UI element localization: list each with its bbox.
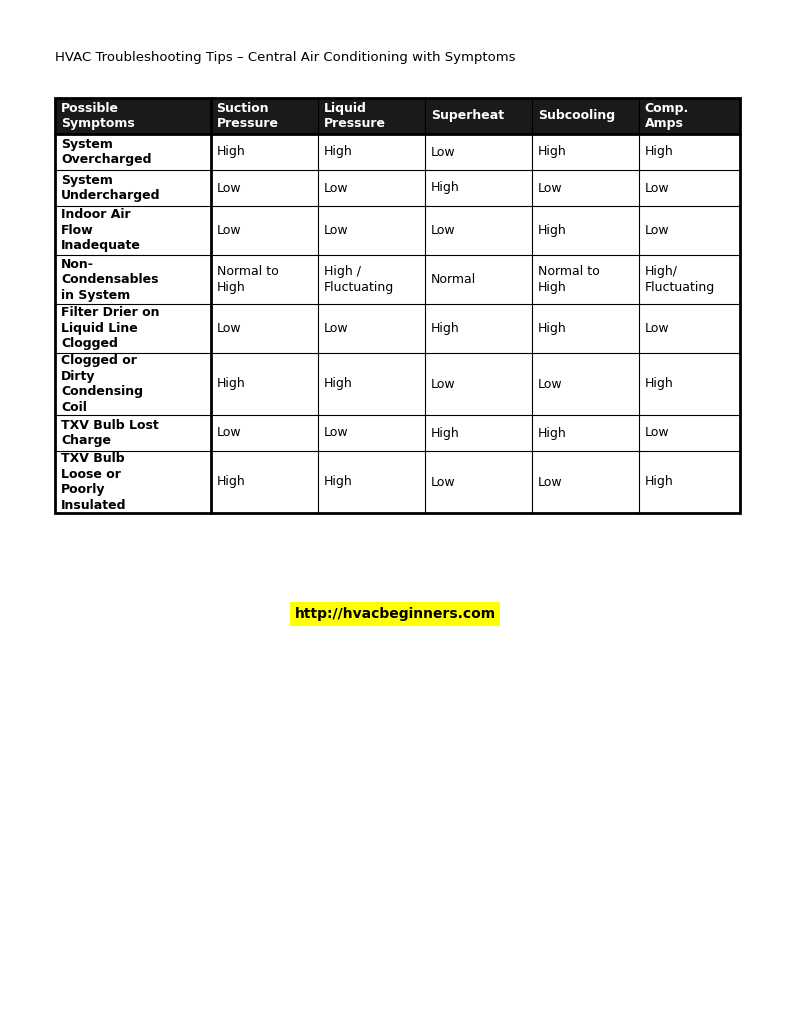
Text: High /
Fluctuating: High / Fluctuating: [324, 265, 394, 294]
Text: System
Overcharged: System Overcharged: [61, 138, 152, 166]
Text: TXV Bulb
Loose or
Poorly
Insulated: TXV Bulb Loose or Poorly Insulated: [61, 453, 127, 512]
Text: High: High: [538, 145, 566, 159]
Text: System
Undercharged: System Undercharged: [61, 174, 161, 203]
Text: Possible
Symptoms: Possible Symptoms: [61, 101, 134, 130]
Text: High: High: [645, 378, 673, 390]
Text: High: High: [430, 181, 460, 195]
Bar: [55, 304, 740, 353]
Text: High: High: [217, 378, 245, 390]
Text: High: High: [645, 475, 673, 488]
Text: Low: Low: [217, 322, 241, 335]
Bar: [55, 170, 740, 206]
Text: High: High: [324, 475, 352, 488]
Text: Normal: Normal: [430, 273, 476, 286]
Text: Low: Low: [324, 322, 348, 335]
Text: Low: Low: [645, 322, 669, 335]
Text: High: High: [324, 378, 352, 390]
Text: Low: Low: [538, 181, 562, 195]
Text: Subcooling: Subcooling: [538, 110, 615, 123]
Text: High: High: [538, 427, 566, 439]
Bar: [55, 415, 740, 451]
Text: Low: Low: [538, 475, 562, 488]
Text: Low: Low: [430, 145, 456, 159]
Text: High/
Fluctuating: High/ Fluctuating: [645, 265, 715, 294]
Text: Low: Low: [430, 475, 456, 488]
Text: HVAC Troubleshooting Tips – Central Air Conditioning with Symptoms: HVAC Troubleshooting Tips – Central Air …: [55, 51, 516, 65]
Text: Low: Low: [217, 224, 241, 237]
Text: Low: Low: [430, 224, 456, 237]
Text: Suction
Pressure: Suction Pressure: [217, 101, 278, 130]
Text: Non-
Condensables
in System: Non- Condensables in System: [61, 257, 158, 301]
Text: Low: Low: [645, 427, 669, 439]
Text: Clogged or
Dirty
Condensing
Coil: Clogged or Dirty Condensing Coil: [61, 354, 143, 414]
Text: High: High: [538, 224, 566, 237]
Bar: [55, 98, 740, 134]
Bar: [55, 353, 740, 415]
Text: Low: Low: [430, 378, 456, 390]
Text: High: High: [430, 427, 460, 439]
Bar: [55, 134, 740, 170]
Text: Normal to
High: Normal to High: [538, 265, 600, 294]
Text: High: High: [430, 322, 460, 335]
Text: Comp.
Amps: Comp. Amps: [645, 101, 689, 130]
Text: Low: Low: [324, 181, 348, 195]
Text: TXV Bulb Lost
Charge: TXV Bulb Lost Charge: [61, 419, 159, 447]
Text: Low: Low: [217, 181, 241, 195]
Bar: [55, 255, 740, 304]
Text: Low: Low: [645, 181, 669, 195]
Text: Normal to
High: Normal to High: [217, 265, 278, 294]
Text: Low: Low: [217, 427, 241, 439]
Text: http://hvacbeginners.com: http://hvacbeginners.com: [294, 607, 496, 621]
Text: Superheat: Superheat: [430, 110, 504, 123]
Text: High: High: [217, 475, 245, 488]
Text: High: High: [538, 322, 566, 335]
Text: Low: Low: [324, 427, 348, 439]
Text: High: High: [217, 145, 245, 159]
Text: Filter Drier on
Liquid Line
Clogged: Filter Drier on Liquid Line Clogged: [61, 306, 160, 350]
Text: Indoor Air
Flow
Inadequate: Indoor Air Flow Inadequate: [61, 209, 141, 253]
Text: Low: Low: [324, 224, 348, 237]
Text: Low: Low: [538, 378, 562, 390]
Bar: [55, 451, 740, 513]
Text: Low: Low: [645, 224, 669, 237]
Bar: [55, 206, 740, 255]
Bar: [55, 98, 740, 513]
Text: Liquid
Pressure: Liquid Pressure: [324, 101, 385, 130]
Text: High: High: [324, 145, 352, 159]
Text: High: High: [645, 145, 673, 159]
